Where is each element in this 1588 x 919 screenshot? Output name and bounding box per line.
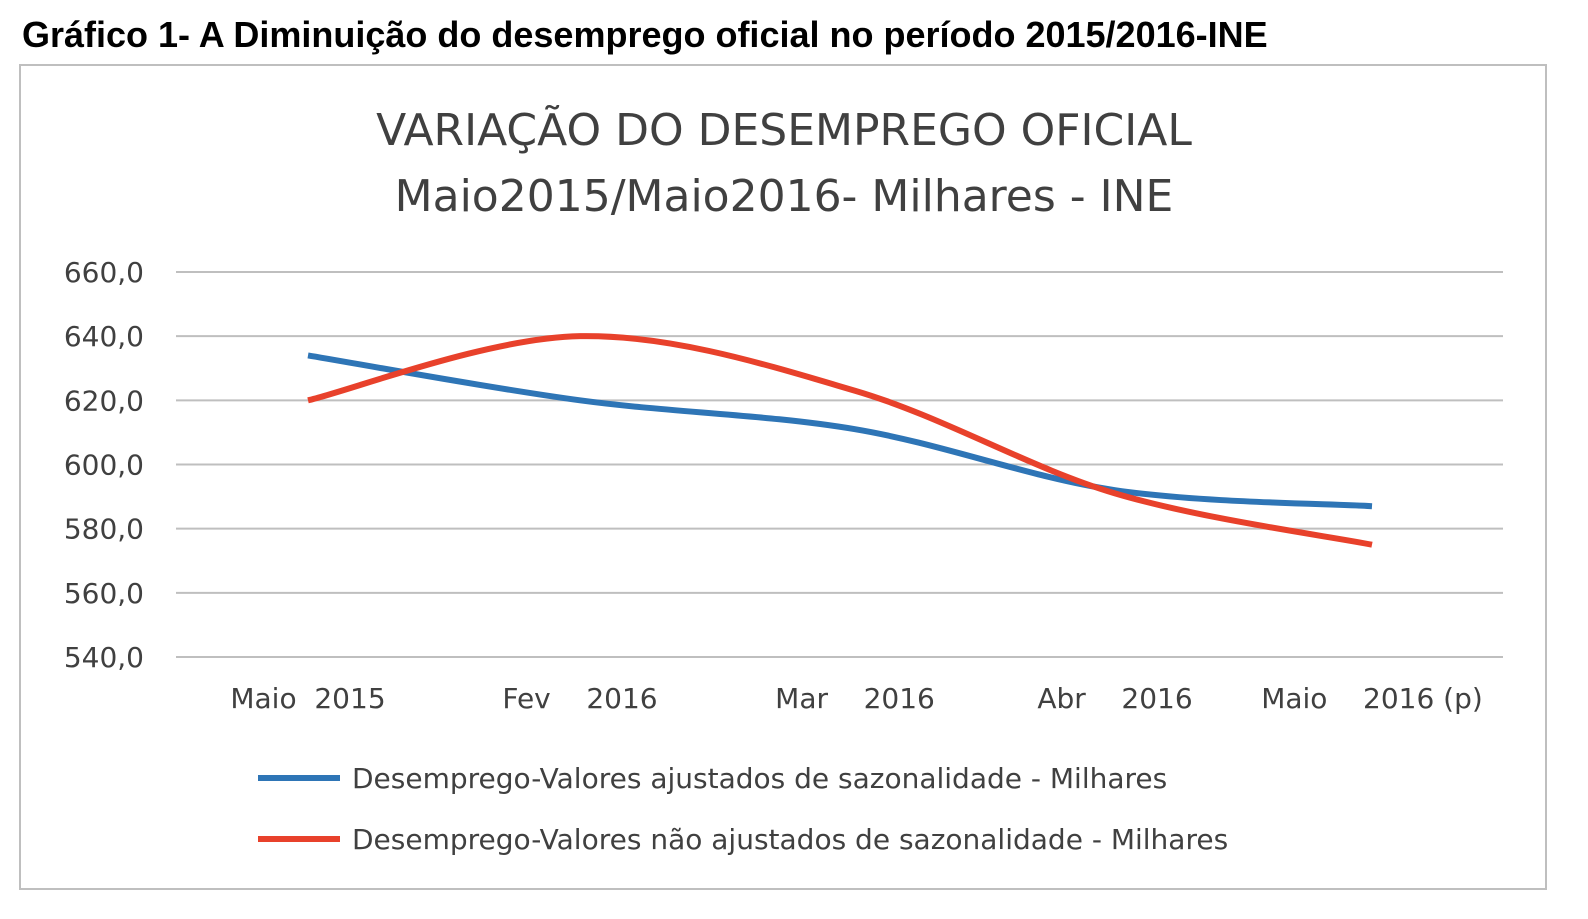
y-axis-ticks: 660,0 640,0 620,0 600,0 580,0 560,0 540,0	[64, 256, 144, 674]
y-tick-label: 600,0	[64, 449, 144, 482]
y-tick-label: 640,0	[64, 320, 144, 353]
chart-title-line-2: Maio2015/Maio2016- Milhares - INE	[395, 171, 1174, 222]
x-tick-label: Abr 2016	[1037, 682, 1192, 715]
chart-title-line-1: VARIAÇÃO DO DESEMPREGO OFICIAL	[376, 104, 1192, 156]
y-tick-label: 540,0	[64, 641, 144, 674]
x-tick-label: Fev 2016	[502, 682, 657, 715]
series-line-1	[307, 352, 1373, 510]
chart-frame	[19, 64, 1547, 890]
legend: Desemprego-Valores ajustados de sazonali…	[258, 762, 1228, 856]
series-lines	[307, 333, 1373, 548]
y-tick-label: 620,0	[64, 384, 144, 417]
figure-caption: Gráfico 1- A Diminuição do desemprego of…	[22, 14, 1268, 55]
y-tick-label: 560,0	[64, 577, 144, 610]
y-tick-label: 660,0	[64, 256, 144, 289]
legend-label-2: Desemprego-Valores não ajustados de sazo…	[352, 823, 1228, 856]
x-axis-ticks: Maio 2015 Fev 2016 Mar 2016 Abr 2016 Maio 20…	[230, 682, 1482, 715]
series-line-2	[307, 333, 1373, 548]
x-tick-label: Maio 2015	[230, 682, 385, 715]
legend-label-1: Desemprego-Valores ajustados de sazonali…	[352, 762, 1167, 795]
y-tick-label: 580,0	[64, 513, 144, 546]
x-tick-label: Maio 2016 (p)	[1261, 682, 1483, 715]
x-tick-label: Mar 2016	[775, 682, 935, 715]
gridlines	[176, 271, 1503, 658]
